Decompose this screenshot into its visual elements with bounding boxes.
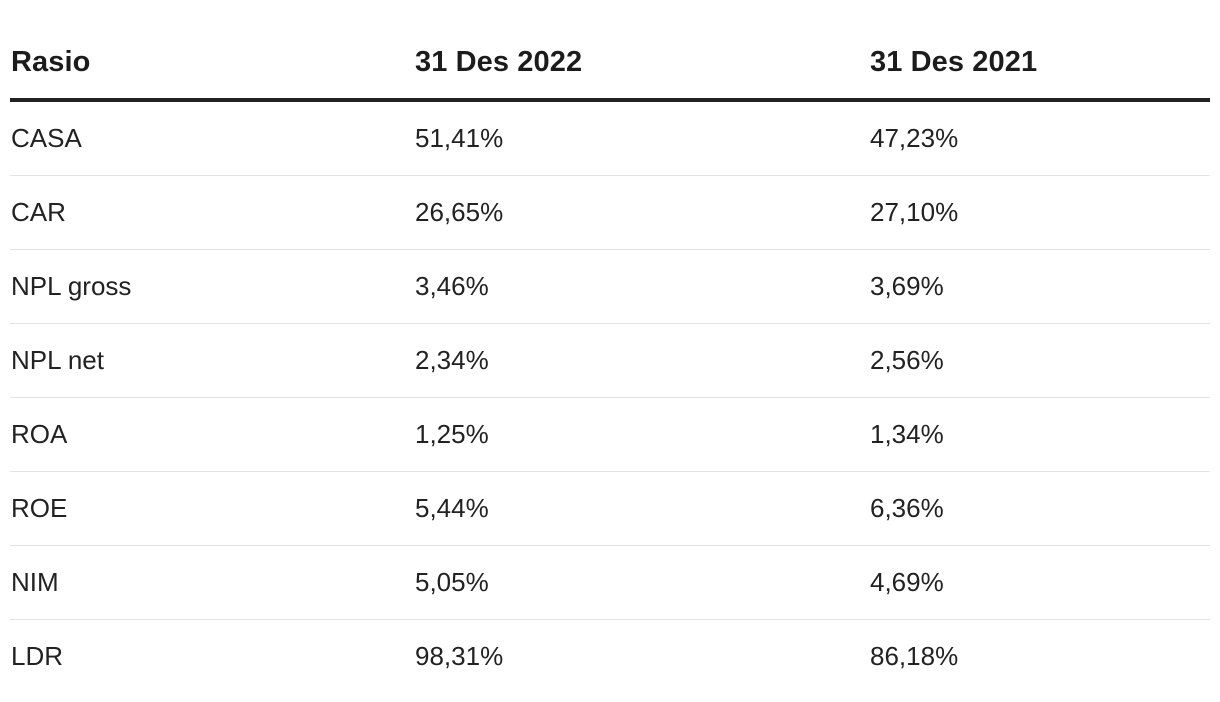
table-row: LDR 98,31% 86,18% — [10, 620, 1210, 694]
table-header: Rasio 31 Des 2022 31 Des 2021 — [10, 26, 1210, 102]
ratio-name-cell: NPL gross — [10, 249, 414, 324]
value-2022-cell: 2,34% — [414, 323, 869, 398]
value-2021-cell: 2,56% — [869, 323, 1210, 398]
value-2022-cell: 98,31% — [415, 641, 504, 671]
value-2021-cell: 27,10% — [869, 175, 1210, 250]
value-2021-cell: 6,36% — [869, 471, 1210, 546]
value-2021-cell: 3,69% — [869, 249, 1210, 324]
table-row: NPL net 2,34% 2,56% — [10, 323, 1210, 398]
value-2022-cell: 26,65% — [414, 175, 869, 250]
ratio-name-cell: NIM — [10, 545, 414, 620]
table-row: ROE 5,44% 6,36% — [10, 471, 1210, 546]
table-row: CASA 51,41% 47,23% — [10, 100, 1210, 176]
table-body: CASA 51,41% 47,23% CAR 26,65% 27,10% NPL… — [10, 100, 1210, 693]
ratio-name-cell: NPL net — [10, 323, 414, 398]
ratio-name-cell: CAR — [10, 175, 414, 250]
ratio-table-container: Rasio 31 Des 2022 31 Des 2021 CASA 51,41… — [10, 26, 1210, 693]
ratio-name-cell: LDR — [11, 641, 64, 671]
value-2022-cell: 5,05% — [414, 545, 869, 620]
value-2022-cell: 3,46% — [414, 249, 869, 324]
column-header-rasio: Rasio — [10, 26, 414, 102]
ratio-name-cell: ROE — [10, 471, 414, 546]
value-2021-cell: 47,23% — [869, 100, 1210, 176]
value-2021-cell: 4,69% — [869, 545, 1210, 620]
value-2022-cell: 5,44% — [414, 471, 869, 546]
value-2022-cell: 1,25% — [414, 397, 869, 472]
column-header-2022: 31 Des 2022 — [414, 26, 869, 102]
column-header-2021: 31 Des 2021 — [869, 26, 1210, 102]
table-row: NPL gross 3,46% 3,69% — [10, 249, 1210, 324]
ratio-table: Rasio 31 Des 2022 31 Des 2021 CASA 51,41… — [10, 26, 1210, 693]
ratio-name-cell: CASA — [10, 100, 414, 176]
table-row: NIM 5,05% 4,69% — [10, 545, 1210, 620]
value-2022-cell: 51,41% — [414, 100, 869, 176]
ratio-name-cell: ROA — [10, 397, 414, 472]
value-2021-cell: 86,18% — [870, 641, 959, 671]
table-row: CAR 26,65% 27,10% — [10, 175, 1210, 250]
table-row: ROA 1,25% 1,34% — [10, 397, 1210, 472]
header-row: Rasio 31 Des 2022 31 Des 2021 — [10, 26, 1210, 102]
value-2021-cell: 1,34% — [869, 397, 1210, 472]
